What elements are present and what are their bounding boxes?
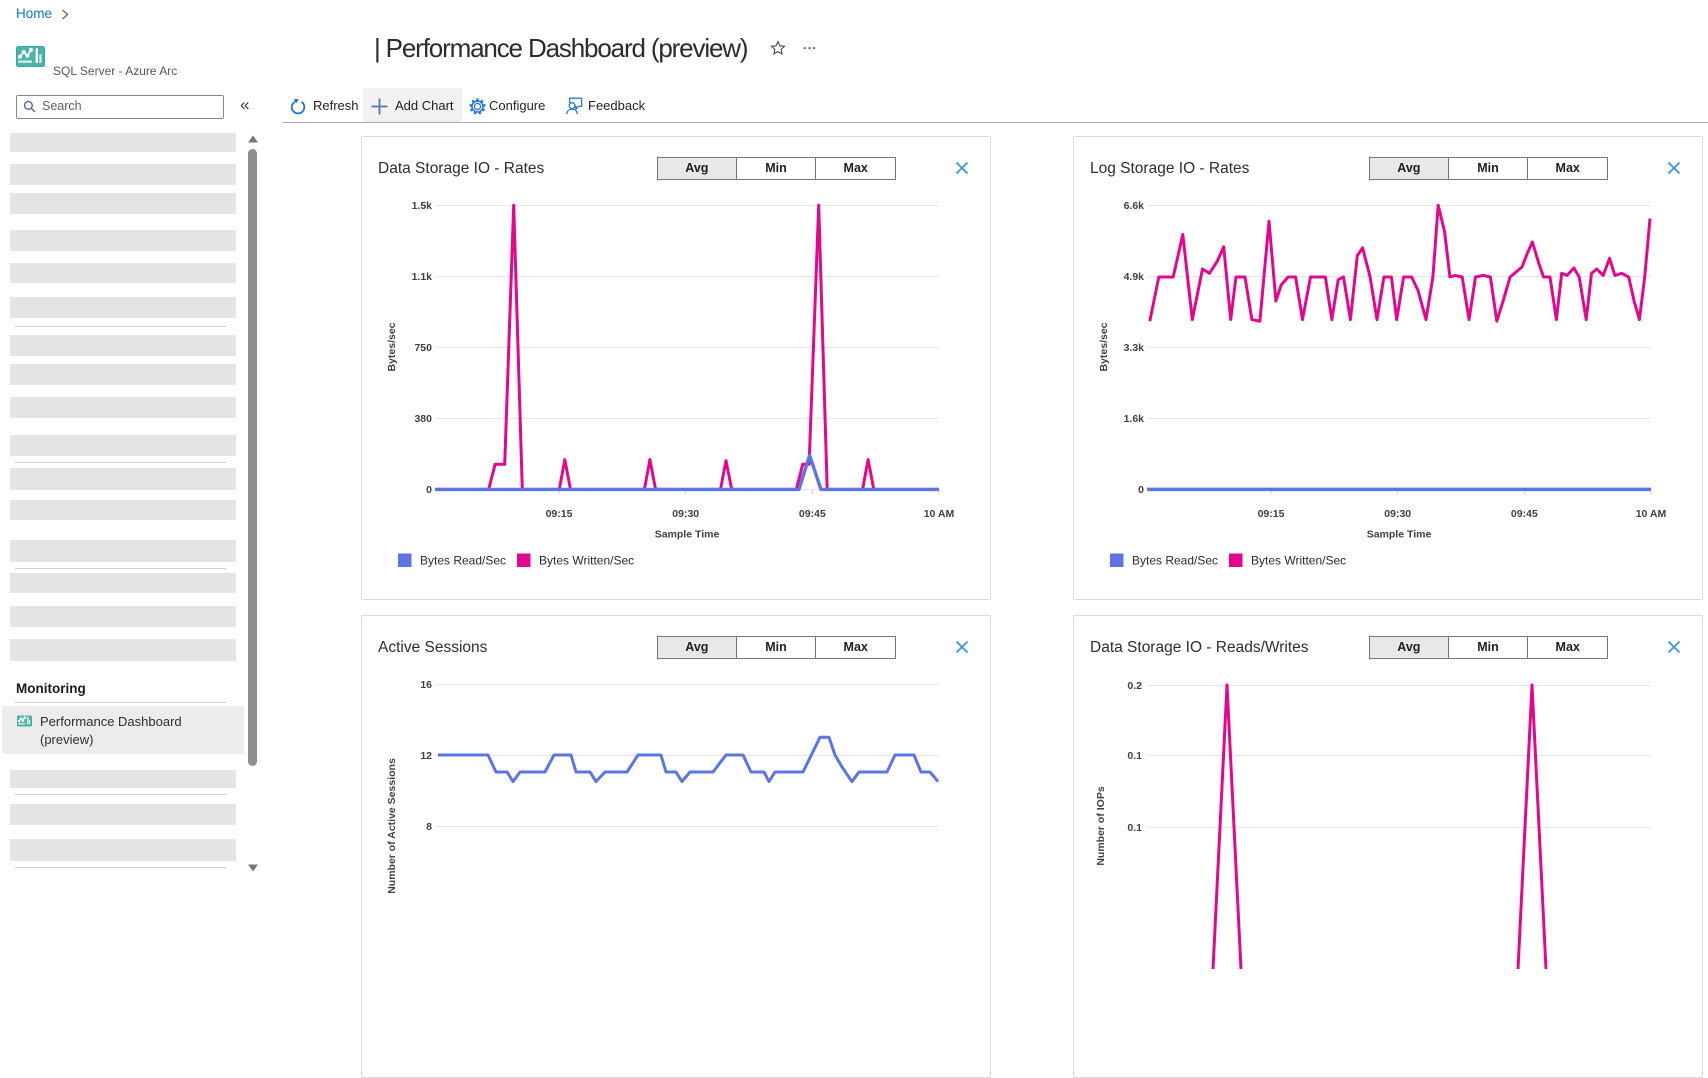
svg-text:12: 12: [420, 750, 432, 762]
svg-text:0: 0: [426, 484, 432, 496]
svg-text:09:15: 09:15: [546, 508, 573, 520]
svg-text:0.2: 0.2: [1127, 680, 1142, 692]
svg-text:1.5k: 1.5k: [412, 200, 433, 212]
svg-text:16: 16: [420, 679, 432, 691]
svg-text:Number of IOPs: Number of IOPs: [1095, 786, 1107, 866]
svg-text:1.1k: 1.1k: [412, 271, 433, 283]
svg-text:10 AM: 10 AM: [1636, 508, 1667, 520]
svg-text:0.1: 0.1: [1127, 822, 1142, 834]
svg-text:Sample Time: Sample Time: [1367, 529, 1432, 541]
svg-text:Bytes/sec: Bytes/sec: [1098, 322, 1110, 371]
svg-text:6.6k: 6.6k: [1124, 200, 1145, 212]
svg-text:Bytes Read/Sec: Bytes Read/Sec: [420, 554, 506, 568]
svg-text:Bytes Written/Sec: Bytes Written/Sec: [1251, 554, 1346, 568]
svg-text:Bytes/sec: Bytes/sec: [386, 322, 398, 371]
svg-text:09:30: 09:30: [1384, 508, 1411, 520]
svg-text:09:45: 09:45: [799, 508, 826, 520]
svg-text:Bytes Read/Sec: Bytes Read/Sec: [1132, 554, 1218, 568]
svg-text:3.3k: 3.3k: [1124, 342, 1145, 354]
svg-text:0: 0: [1138, 484, 1144, 496]
svg-text:Sample Time: Sample Time: [655, 529, 720, 541]
svg-text:09:30: 09:30: [672, 508, 699, 520]
svg-text:380: 380: [414, 413, 432, 425]
svg-text:Number of Active Sessions: Number of Active Sessions: [386, 758, 398, 894]
svg-text:Bytes Written/Sec: Bytes Written/Sec: [539, 554, 634, 568]
svg-text:1.6k: 1.6k: [1124, 413, 1145, 425]
svg-text:0.1: 0.1: [1127, 750, 1142, 762]
svg-text:10 AM: 10 AM: [924, 508, 955, 520]
svg-text:4.9k: 4.9k: [1124, 271, 1145, 283]
svg-text:09:45: 09:45: [1511, 508, 1538, 520]
svg-text:8: 8: [426, 821, 432, 833]
svg-text:09:15: 09:15: [1258, 508, 1285, 520]
svg-text:750: 750: [414, 342, 432, 354]
